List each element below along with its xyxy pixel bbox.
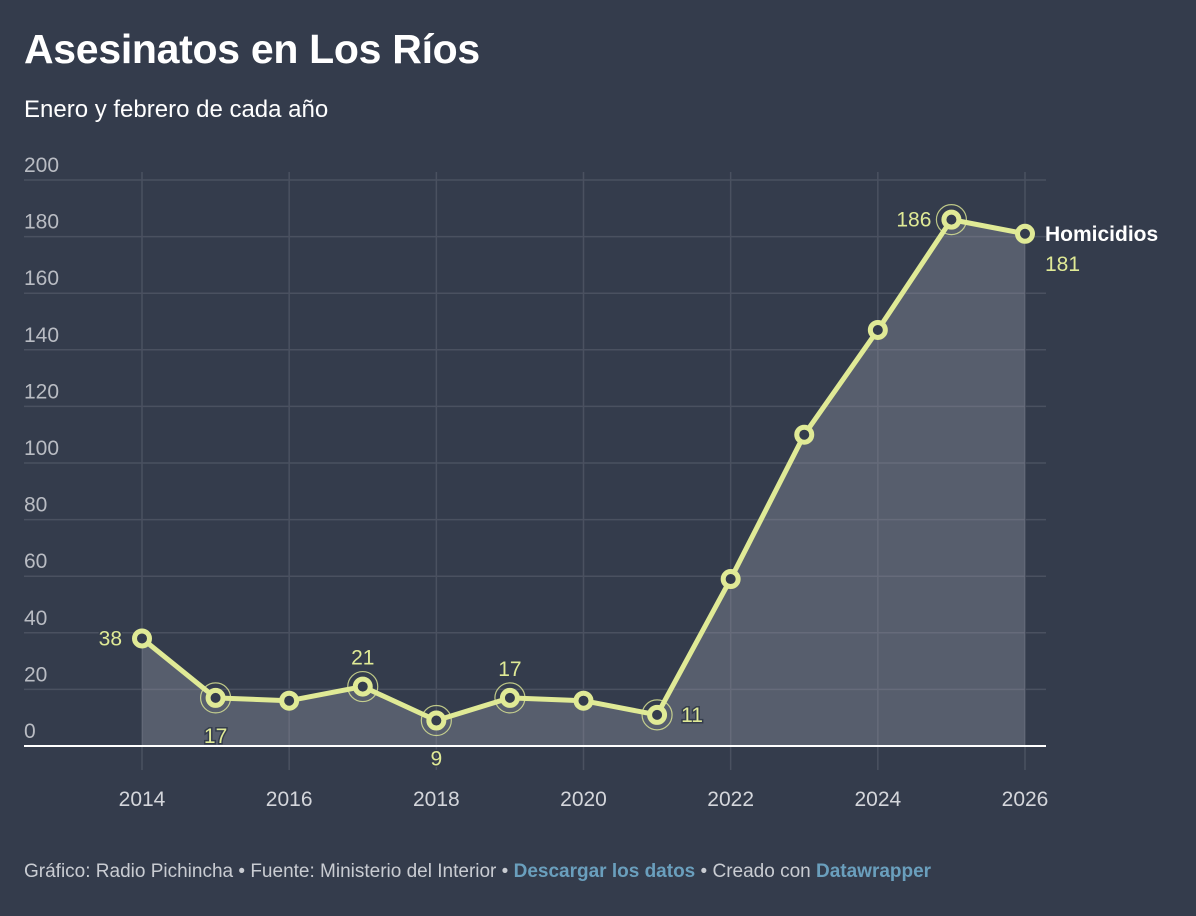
data-label: 11 [681,704,703,727]
y-tick-label: 80 [24,494,47,517]
x-tick-label: 2022 [707,788,754,811]
data-point [499,687,520,708]
x-gridlines [141,172,1026,770]
data-point [279,690,300,711]
footer-source: Fuente: Ministerio del Interior [250,861,497,882]
y-tick-label: 140 [24,324,59,347]
x-tick-label: 2016 [266,788,313,811]
data-label: 17 [204,725,227,748]
chart-title: Asesinatos en Los Ríos [24,26,480,72]
x-tick-label: 2026 [1002,788,1049,811]
x-tick-label: 2018 [413,788,460,811]
data-point [132,628,152,649]
y-axis-ticks: 0 20 40 60 80 100 120 140 160 180 200 [24,154,59,743]
data-label: 9 [430,748,442,771]
line-chart: 0 20 40 60 80 100 120 140 160 180 200 2014 2016 2018… [24,154,1158,811]
y-tick-label: 0 [24,720,36,743]
highlight-ring [935,204,968,236]
highlight-ring [641,699,673,731]
data-point [720,569,741,590]
x-axis-ticks: 2014 2016 2018 2020 2022 2024 2026 [119,788,1049,811]
data-point [352,676,373,697]
x-tick-label: 2020 [560,788,607,811]
chart-subtitle: Enero y febrero de cada año [24,96,329,123]
y-tick-label: 100 [24,437,59,460]
x-tick-label: 2014 [119,788,166,811]
points-layer [132,204,1035,737]
data-point [573,690,594,711]
footer-credit: Gráfico: Radio Pichincha [24,861,234,882]
y-tick-label: 120 [24,380,59,403]
y-gridlines [24,179,1046,691]
y-tick-label: 200 [24,154,59,177]
y-tick-label: 40 [24,607,47,630]
footer: Gráfico: Radio Pichincha • Fuente: Minis… [24,861,931,883]
y-tick-label: 20 [24,663,47,686]
highlight-ring [420,704,452,737]
footer-separator: • [233,861,251,882]
area-layer [142,219,1025,746]
x-tick-label: 2024 [854,788,901,811]
highlight-ring [347,670,379,703]
footer-created-with: Creado con [712,861,811,882]
data-point [867,319,888,340]
data-label: 181 [1045,253,1080,276]
datawrapper-link[interactable]: Datawrapper [815,861,932,882]
y-tick-label: 180 [24,211,59,234]
highlight-ring [199,682,232,714]
data-point [205,687,226,708]
data-point [794,424,815,445]
data-point [426,710,447,731]
data-point [647,704,668,725]
data-point [1015,223,1035,244]
data-label: 38 [99,627,122,650]
data-point [941,209,962,230]
footer-separator: • [695,861,713,882]
y-tick-label: 160 [24,267,59,290]
data-label: 21 [351,647,374,670]
area-fill [142,219,1025,746]
highlight-ring [494,682,526,714]
data-label: 186 [896,209,931,232]
series-label-homicidios: Homicidios [1045,223,1158,246]
footer-separator: • [496,861,514,882]
data-label: 17 [498,658,521,681]
download-data-link[interactable]: Descargar los datos [513,861,696,882]
y-tick-label: 60 [24,550,47,573]
data-labels: 38 17 21 9 17 11 186 181 Homicidios [97,207,1158,772]
